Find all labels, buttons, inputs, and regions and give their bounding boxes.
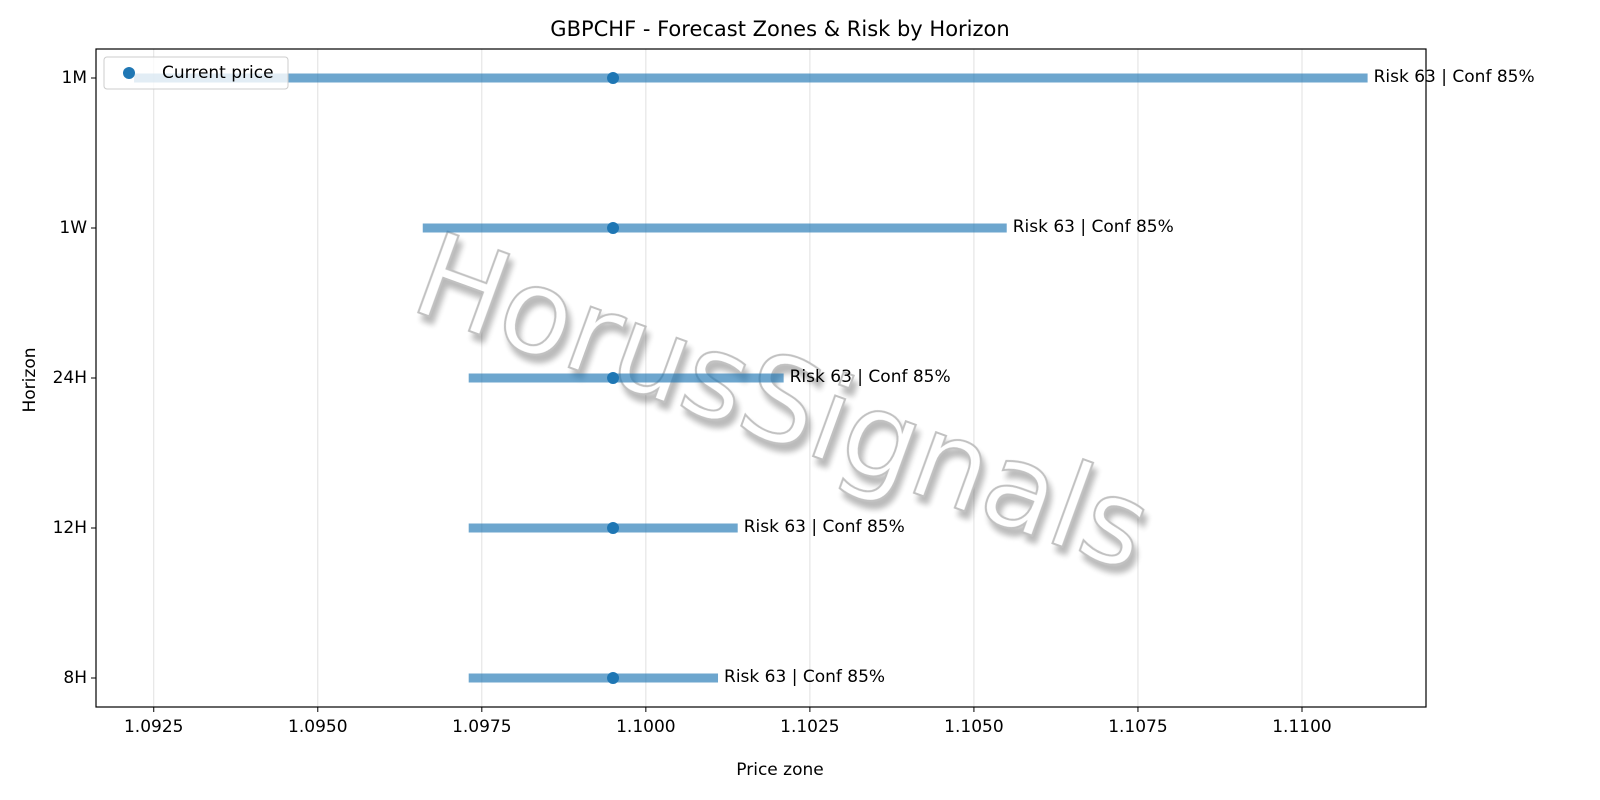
x-tick-label: 1.1000	[616, 717, 675, 737]
y-tick-label: 1W	[59, 218, 87, 238]
annotation: Risk 63 | Conf 85%	[1013, 217, 1174, 237]
x-tick-label: 1.0925	[124, 717, 183, 737]
legend-label: Current price	[162, 63, 274, 83]
x-tick-label: 1.0950	[288, 717, 347, 737]
annotation: Risk 63 | Conf 85%	[1374, 67, 1535, 87]
watermark: HorusSignals	[398, 205, 1168, 598]
y-axis-label: Horizon	[20, 348, 40, 413]
x-axis-label: Price zone	[736, 760, 823, 780]
chart-title: GBPCHF - Forecast Zones & Risk by Horizo…	[550, 17, 1009, 41]
x-tick-label: 1.1075	[1108, 717, 1167, 737]
annotation: Risk 63 | Conf 85%	[724, 667, 885, 687]
y-tick-label: 8H	[63, 668, 87, 688]
y-tick-label: 1M	[62, 68, 87, 88]
x-tick-label: 1.1025	[780, 717, 839, 737]
current-price-dot	[607, 72, 620, 84]
legend-box	[103, 56, 289, 90]
x-tick-label: 1.1050	[944, 717, 1003, 737]
x-tick-label: 1.1100	[1272, 717, 1331, 737]
current-price-dot	[607, 372, 620, 384]
annotation: Risk 63 | Conf 85%	[790, 367, 951, 387]
legend-marker	[123, 67, 135, 79]
current-price-dot	[607, 222, 620, 234]
annotation: Risk 63 | Conf 85%	[744, 517, 905, 537]
y-tick-label: 24H	[53, 368, 87, 388]
current-price-dot	[607, 522, 620, 534]
x-tick-label: 1.0975	[452, 717, 511, 737]
y-tick-label: 12H	[53, 518, 87, 538]
plot-frame	[95, 48, 1427, 708]
current-price-dot	[607, 672, 620, 684]
